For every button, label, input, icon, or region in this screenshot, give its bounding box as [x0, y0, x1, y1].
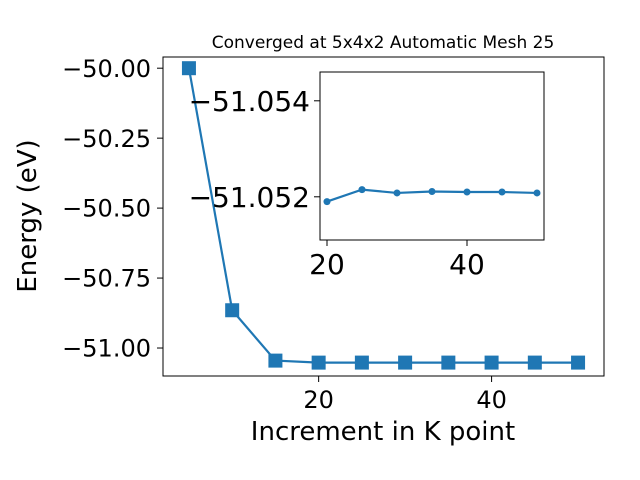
data-point [225, 303, 240, 318]
series-line [187, 67, 579, 364]
data-point [268, 353, 283, 368]
x-axis-label: Increment in K point [251, 417, 515, 447]
data-point [463, 188, 471, 196]
inset-x-ticks: 20 40 [309, 240, 485, 281]
data-point [484, 355, 499, 370]
data-point [428, 188, 436, 196]
data-point [323, 198, 331, 206]
y-tick-label: −50.00 [62, 55, 151, 83]
inset-plot: 20 40 −51.054−51.052 [189, 71, 545, 281]
x-tick-label: 20 [303, 386, 334, 414]
main-plot-frame [162, 56, 605, 377]
y-tick-label: −51.052 [189, 181, 310, 214]
data-point [441, 355, 456, 370]
data-point [533, 189, 541, 197]
y-tick-label: −50.25 [62, 125, 151, 153]
data-point [311, 355, 326, 370]
main-plot: Converged at 5x4x2 Automatic Mesh 25 Inc… [13, 33, 605, 447]
x-tick-label: 40 [449, 248, 485, 281]
x-tick-label: 40 [476, 386, 507, 414]
main-y-ticks: −50.00 −50.25 −50.50 −50.75 −51.00 [62, 55, 163, 363]
y-tick-label: −51.00 [62, 335, 151, 363]
data-point [571, 355, 586, 370]
y-tick-label: −51.054 [189, 85, 310, 118]
x-tick-label: 20 [309, 248, 345, 281]
inset-plot-frame [319, 71, 545, 241]
inset-series [323, 186, 541, 206]
inset-y-ticks: −51.054 −51.052 [189, 85, 320, 214]
chart-title: Converged at 5x4x2 Automatic Mesh 25 [212, 33, 555, 53]
y-tick-label: −50.75 [62, 265, 151, 293]
data-point [398, 355, 413, 370]
main-series [181, 61, 586, 370]
y-axis-label: Energy (eV) [13, 139, 43, 292]
data-point [358, 186, 366, 194]
main-x-ticks: 20 40 [303, 376, 507, 414]
data-point [393, 189, 401, 197]
data-point [181, 61, 196, 76]
data-point [527, 355, 542, 370]
data-point [498, 188, 506, 196]
data-point [354, 355, 369, 370]
y-tick-label: −50.50 [62, 195, 151, 223]
